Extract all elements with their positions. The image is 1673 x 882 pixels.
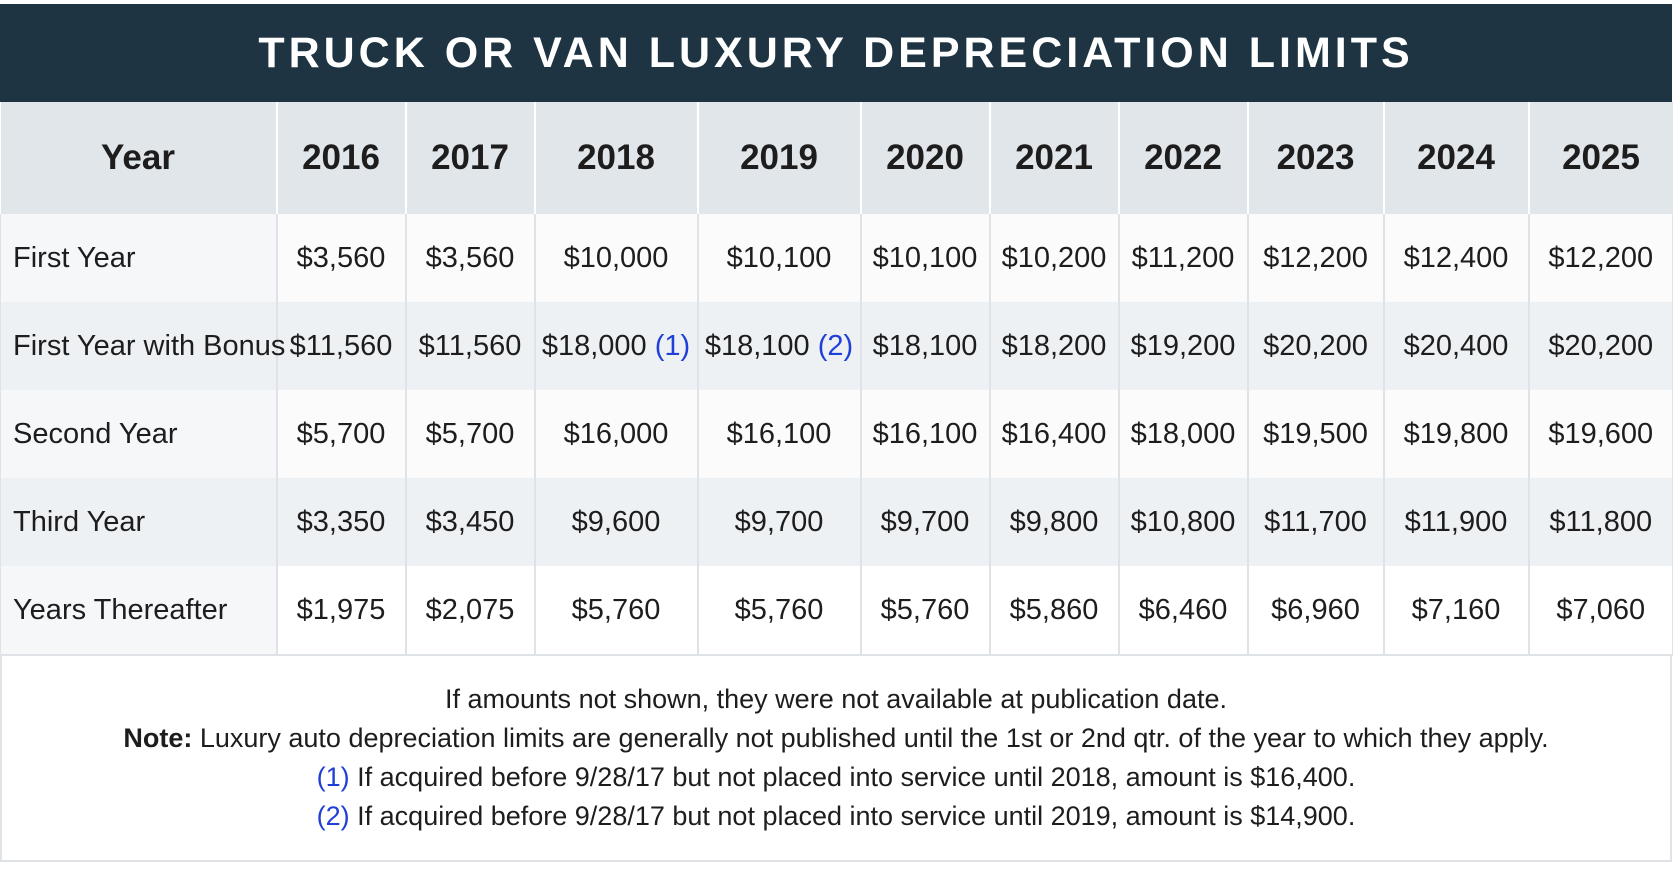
note-text: Luxury auto depreciation limits are gene… xyxy=(192,723,1549,753)
table-cell: $19,600 xyxy=(1527,390,1673,478)
table-header: Year 2016 2017 2018 2019 2020 2021 2022 … xyxy=(0,102,1673,214)
table-row-first-year: First Year $3,560 $3,560 $10,000 $10,100… xyxy=(0,214,1673,302)
column-header-2017: 2017 xyxy=(404,102,535,214)
table-cell: $16,400 xyxy=(988,390,1119,478)
table-cell: $11,700 xyxy=(1246,478,1384,566)
table-cell: $5,860 xyxy=(988,566,1119,656)
column-header-year: Year xyxy=(0,102,277,214)
table-cell: $5,760 xyxy=(859,566,990,656)
footnote-2-ref: (2) xyxy=(316,801,350,831)
table-row-second-year: Second Year $5,700 $5,700 $16,000 $16,10… xyxy=(0,390,1673,478)
column-header-2023: 2023 xyxy=(1246,102,1384,214)
table-cell: $19,800 xyxy=(1382,390,1529,478)
footnote-1-ref: (1) xyxy=(316,762,350,792)
table-cell: $11,560 xyxy=(275,302,406,390)
table-cell: $19,200 xyxy=(1117,302,1248,390)
table-cell: $5,700 xyxy=(404,390,535,478)
table-cell: $16,000 xyxy=(533,390,698,478)
row-label: Years Thereafter xyxy=(0,566,277,656)
table-cell: $7,160 xyxy=(1382,566,1529,656)
table-row-third-year: Third Year $3,350 $3,450 $9,600 $9,700 $… xyxy=(0,478,1673,566)
table-body: First Year $3,560 $3,560 $10,000 $10,100… xyxy=(0,214,1673,656)
table-cell: $16,100 xyxy=(859,390,990,478)
column-header-2022: 2022 xyxy=(1117,102,1248,214)
table-row-first-year-with-bonus: First Year with Bonus $11,560 $11,560 $1… xyxy=(0,302,1673,390)
table-cell: $9,700 xyxy=(859,478,990,566)
table-cell: $10,800 xyxy=(1117,478,1248,566)
table-cell: $11,900 xyxy=(1382,478,1529,566)
column-header-2021: 2021 xyxy=(988,102,1119,214)
table-cell: $18,000 (1) xyxy=(533,302,698,390)
table-cell: $20,400 xyxy=(1382,302,1529,390)
footnote-2: (2) If acquired before 9/28/17 but not p… xyxy=(317,797,1356,836)
table-cell: $10,100 xyxy=(696,214,861,302)
column-header-2016: 2016 xyxy=(275,102,406,214)
table-cell: $12,400 xyxy=(1382,214,1529,302)
footnote-ref-2: (2) xyxy=(817,329,854,362)
row-label: First Year xyxy=(0,214,277,302)
column-header-2020: 2020 xyxy=(859,102,990,214)
footnote-ref-1: (1) xyxy=(654,329,691,362)
notes-section: If amounts not shown, they were not avai… xyxy=(0,656,1672,862)
cell-value: $18,000 xyxy=(541,329,647,362)
table-cell: $10,000 xyxy=(533,214,698,302)
table-cell: $10,200 xyxy=(988,214,1119,302)
table-cell: $2,075 xyxy=(404,566,535,656)
table-cell: $20,200 xyxy=(1246,302,1384,390)
footnote-2-text: If acquired before 9/28/17 but not place… xyxy=(349,801,1356,831)
table-cell: $3,560 xyxy=(275,214,406,302)
depreciation-table: Year 2016 2017 2018 2019 2020 2021 2022 … xyxy=(0,102,1673,656)
cell-value: $18,100 xyxy=(704,329,810,362)
row-label: Second Year xyxy=(0,390,277,478)
column-header-2019: 2019 xyxy=(696,102,861,214)
table-cell: $11,200 xyxy=(1117,214,1248,302)
table-cell: $5,700 xyxy=(275,390,406,478)
general-note: Note: Luxury auto depreciation limits ar… xyxy=(123,719,1548,758)
column-header-2024: 2024 xyxy=(1382,102,1529,214)
table-cell: $3,350 xyxy=(275,478,406,566)
footnote-1-text: If acquired before 9/28/17 but not place… xyxy=(349,762,1356,792)
table-cell: $5,760 xyxy=(533,566,698,656)
header-row: Year 2016 2017 2018 2019 2020 2021 2022 … xyxy=(0,102,1673,214)
depreciation-limits-card: TRUCK OR VAN LUXURY DEPRECIATION LIMITS … xyxy=(0,4,1673,862)
table-cell: $6,460 xyxy=(1117,566,1248,656)
column-header-2018: 2018 xyxy=(533,102,698,214)
table-cell: $18,100 (2) xyxy=(696,302,861,390)
table-cell: $19,500 xyxy=(1246,390,1384,478)
table-cell: $12,200 xyxy=(1246,214,1384,302)
table-cell: $6,960 xyxy=(1246,566,1384,656)
table-cell: $12,200 xyxy=(1527,214,1673,302)
row-label: First Year with Bonus xyxy=(0,302,285,390)
table-cell: $1,975 xyxy=(275,566,406,656)
table-cell: $11,800 xyxy=(1527,478,1673,566)
table-row-years-thereafter: Years Thereafter $1,975 $2,075 $5,760 $5… xyxy=(0,566,1673,656)
table-cell: $9,600 xyxy=(533,478,698,566)
table-cell: $9,800 xyxy=(988,478,1119,566)
column-header-2025: 2025 xyxy=(1527,102,1673,214)
table-cell: $18,100 xyxy=(859,302,990,390)
table-cell: $5,760 xyxy=(696,566,861,656)
table-cell: $16,100 xyxy=(696,390,861,478)
table-cell: $18,000 xyxy=(1117,390,1248,478)
table-cell: $9,700 xyxy=(696,478,861,566)
table-title: TRUCK OR VAN LUXURY DEPRECIATION LIMITS xyxy=(0,4,1672,102)
table-cell: $11,560 xyxy=(404,302,535,390)
table-cell: $20,200 xyxy=(1527,302,1673,390)
footnote-1: (1) If acquired before 9/28/17 but not p… xyxy=(317,758,1356,797)
table-cell: $3,450 xyxy=(404,478,535,566)
table-cell: $10,100 xyxy=(859,214,990,302)
row-label: Third Year xyxy=(0,478,277,566)
table-cell: $18,200 xyxy=(988,302,1119,390)
table-cell: $3,560 xyxy=(404,214,535,302)
note-label: Note: xyxy=(123,723,193,753)
availability-note: If amounts not shown, they were not avai… xyxy=(445,684,1227,714)
table-cell: $7,060 xyxy=(1527,566,1673,656)
